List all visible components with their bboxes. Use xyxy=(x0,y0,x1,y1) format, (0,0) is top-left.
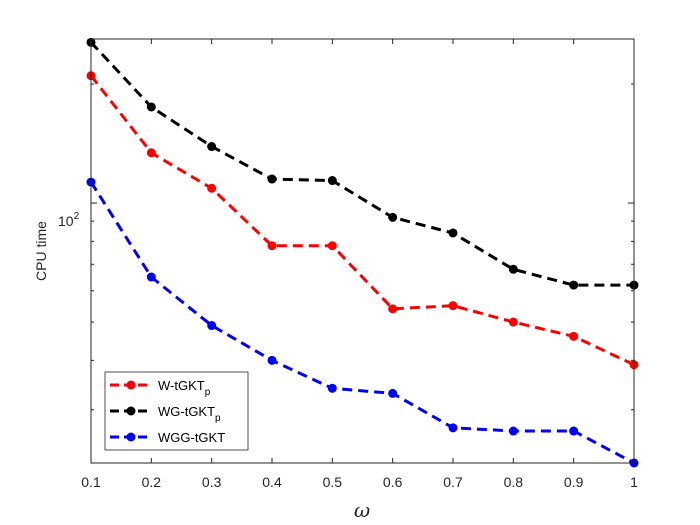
data-point-wgg-tgkt xyxy=(267,355,277,365)
data-point-wg-tgkt xyxy=(327,176,337,186)
data-point-w-tgkt xyxy=(448,301,458,311)
legend-label-w-tgkt: W-tGKTp xyxy=(158,378,211,398)
data-point-w-tgkt xyxy=(207,183,217,193)
x-tick-label: 0.5 xyxy=(323,474,343,490)
data-point-wg-tgkt xyxy=(388,212,398,222)
legend: W-tGKTp WG-tGKTp WGG-tGKT xyxy=(104,371,249,451)
x-tick-label: 0.9 xyxy=(564,474,584,490)
x-tick-label: 0.2 xyxy=(142,474,162,490)
series-line-wg-tgkt xyxy=(89,41,634,287)
x-tick-label: 0.4 xyxy=(262,474,282,490)
x-tick-label: 0.1 xyxy=(81,474,101,490)
data-point-wgg-tgkt xyxy=(388,388,398,398)
plot-frame xyxy=(90,38,635,464)
data-point-wg-tgkt xyxy=(508,264,518,274)
x-tick-label: 0.6 xyxy=(383,474,403,490)
legend-marker-w-tgkt xyxy=(126,380,136,390)
data-point-wgg-tgkt xyxy=(448,423,458,433)
data-point-w-tgkt xyxy=(508,317,518,327)
series-line-w-tgkt xyxy=(89,74,635,367)
data-point-wgg-tgkt xyxy=(569,426,579,436)
legend-marker-wg-tgkt xyxy=(126,406,136,416)
data-point-wg-tgkt xyxy=(448,228,458,238)
data-point-w-tgkt xyxy=(327,241,337,251)
data-point-w-tgkt xyxy=(267,241,277,251)
data-point-wg-tgkt xyxy=(207,142,217,152)
data-point-w-tgkt xyxy=(146,148,156,158)
data-point-w-tgkt xyxy=(569,331,579,341)
data-point-wg-tgkt xyxy=(146,102,156,112)
x-tick-label: 0.3 xyxy=(202,474,222,490)
x-tick-label: 1 xyxy=(630,474,638,490)
data-point-wg-tgkt xyxy=(267,174,277,184)
x-axis-label: ω xyxy=(354,498,370,522)
series-line-wgg-tgkt xyxy=(89,181,635,465)
y-axis-label: CPU time xyxy=(33,221,49,281)
legend-marker-wgg-tgkt xyxy=(126,432,136,442)
x-tick-label: 0.8 xyxy=(504,474,524,490)
data-point-wgg-tgkt xyxy=(327,383,337,393)
data-point-wgg-tgkt xyxy=(207,321,217,331)
y-tick-label-100: 102 xyxy=(58,211,80,229)
legend-label-wg-tgkt: WG-tGKTp xyxy=(158,404,221,424)
x-tick-label: 0.7 xyxy=(443,474,463,490)
data-point-wg-tgkt xyxy=(569,280,579,290)
data-point-wgg-tgkt xyxy=(508,426,518,436)
legend-label-wgg-tgkt: WGG-tGKT xyxy=(158,430,225,445)
data-point-w-tgkt xyxy=(388,304,398,314)
data-point-wgg-tgkt xyxy=(146,272,156,282)
